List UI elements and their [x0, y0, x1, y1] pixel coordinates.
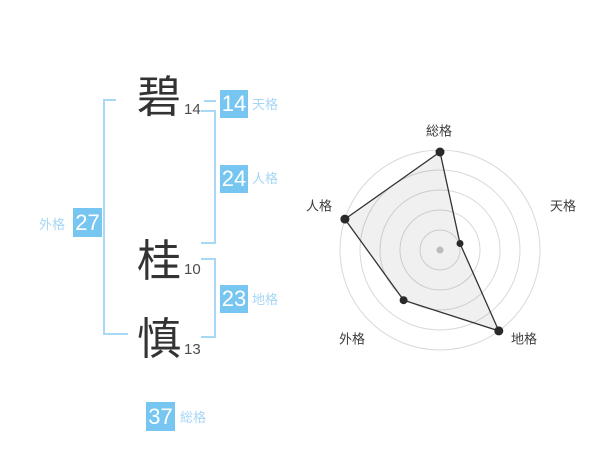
tenkaku-badge: 14: [220, 90, 248, 118]
radar-center-dot: [436, 246, 444, 254]
soukaku-label: 総格: [180, 410, 207, 425]
gaikaku-bracket-foot: [116, 333, 128, 335]
radar-axis-label: 地格: [511, 332, 537, 347]
name-character-2: 桂: [137, 237, 181, 286]
chikaku-badge: 23: [220, 285, 248, 313]
stroke-count-2: 10: [184, 261, 201, 278]
radar-point: [399, 296, 408, 305]
chikaku-bracket: [201, 258, 216, 338]
radar-axis-label: 天格: [550, 199, 576, 214]
radar-ring: [419, 229, 461, 271]
name-character-3: 慎: [137, 315, 181, 364]
chikaku-label: 地格: [252, 292, 279, 307]
gaikaku-label: 外格: [39, 217, 66, 232]
radar-point: [456, 240, 464, 247]
gaikaku-badge: 27: [73, 208, 102, 237]
tenkaku-connector: [204, 100, 216, 102]
jinkaku-badge: 24: [220, 165, 248, 193]
radar-polygon: [343, 150, 500, 332]
radar-point: [340, 214, 350, 224]
stroke-count-1: 14: [184, 101, 201, 118]
gaikaku-bracket: [103, 99, 116, 335]
name-character-1: 碧: [137, 73, 181, 122]
radar-axis-label: 外格: [339, 332, 365, 347]
jinkaku-bracket: [201, 110, 216, 244]
radar-ring: [359, 169, 521, 331]
radar-point: [435, 147, 445, 157]
soukaku-badge: 37: [146, 402, 175, 431]
jinkaku-label: 人格: [252, 171, 279, 186]
stroke-count-3: 13: [184, 341, 201, 358]
tenkaku-label: 天格: [252, 97, 279, 112]
radar-ring: [379, 189, 501, 311]
radar-point: [494, 326, 504, 336]
radar-axis-label: 総格: [426, 124, 452, 139]
radar-ring: [399, 209, 481, 291]
radar-axis-label: 人格: [306, 199, 332, 214]
